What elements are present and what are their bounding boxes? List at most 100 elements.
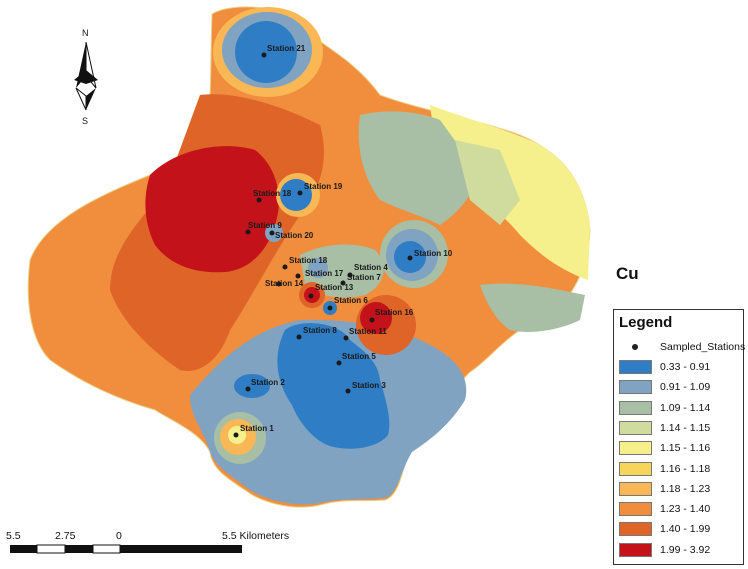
legend-item-class: 0.33 - 0.91: [619, 358, 710, 376]
zone-station19-core: [280, 179, 312, 211]
scale-tick-left: 5.5: [6, 530, 21, 542]
station-point: [233, 432, 239, 438]
station-point: [261, 52, 267, 58]
station-point: [282, 264, 288, 270]
station-marker: Station 10: [407, 249, 453, 261]
legend-item-label: 1.09 - 1.14: [660, 401, 711, 414]
station-label: Station 20: [275, 231, 314, 240]
station-label: Station 3: [352, 381, 386, 390]
station-marker: Station 14: [265, 279, 304, 288]
station-marker: Station 20: [269, 230, 314, 240]
zone-east-green: [358, 111, 480, 225]
legend-item-stations: Sampled_Stations: [619, 338, 745, 356]
station-point: [276, 281, 282, 287]
legend-item-label: Sampled_Stations: [660, 341, 746, 353]
element-title: Cu: [616, 264, 639, 283]
station-label: Station 18: [253, 189, 292, 198]
zone-station2: [234, 374, 270, 398]
station-point: [340, 280, 346, 286]
station-marker: Station 18: [282, 256, 328, 270]
station-label: Station 14: [265, 279, 304, 288]
station-point: [327, 305, 333, 311]
station-marker: Station 21: [261, 44, 306, 58]
legend-swatch: [619, 522, 652, 537]
zone-central-mix: [300, 244, 384, 298]
legend-title: Legend: [619, 314, 673, 331]
legend: Legend Sampled_Stations 0.33 - 0.91 0.91 …: [613, 309, 745, 565]
station-marker: Station 2: [245, 378, 285, 392]
station-marker: Station 16: [369, 308, 414, 323]
station-label: Station 6: [334, 296, 368, 305]
station-point: [245, 386, 251, 392]
zone-east-band: [480, 283, 585, 332]
station-marker: Station 5: [336, 352, 376, 366]
legend-item-class: 1.18 - 1.23: [619, 480, 710, 498]
station-marker: Station 6: [327, 296, 368, 311]
station-label: Station 17: [305, 269, 344, 278]
station-label: Station 9: [248, 221, 282, 230]
station-point: [295, 273, 301, 279]
legend-item-class: 1.15 - 1.16: [619, 439, 710, 457]
legend-swatch: [619, 380, 652, 395]
station-label: Station 1: [240, 424, 274, 433]
legend-item-label: 1.99 - 3.92: [660, 543, 711, 556]
legend-swatch: [619, 360, 652, 374]
legend-swatch: [619, 441, 652, 456]
scale-tick-zero: 0: [116, 530, 122, 542]
station-point: [369, 317, 375, 323]
station-marker: Station 19: [297, 182, 343, 196]
legend-swatch: [619, 542, 652, 557]
station-label: Station 18: [289, 256, 328, 265]
north-label: N: [82, 28, 89, 38]
station-point: [308, 293, 314, 299]
south-label: S: [82, 116, 88, 126]
station-point: [245, 229, 251, 235]
legend-swatch: [619, 400, 652, 415]
station-point: [297, 190, 303, 196]
scale-tick-half: 2.75: [55, 530, 76, 542]
station-point: [347, 272, 353, 278]
zone-station21-core: [235, 21, 297, 83]
station-marker: Station 9: [245, 221, 282, 235]
legend-swatch: [619, 461, 652, 476]
scale-tick-right: 5.5 Kilometers: [222, 530, 290, 542]
zone-lower-core: [277, 323, 390, 449]
station-label: Station 13: [315, 283, 354, 292]
legend-item-label: 1.18 - 1.23: [660, 482, 711, 495]
station-label: Station 10: [414, 249, 453, 258]
station-label: Station 11: [349, 327, 387, 336]
station-marker: Station 11: [343, 327, 387, 341]
legend-item-class: 1.09 - 1.14: [619, 399, 710, 417]
station-point: [256, 197, 262, 203]
station-point: [269, 230, 275, 236]
legend-item-label: 0.33 - 0.91: [660, 361, 711, 373]
zone-station16-core: [360, 302, 392, 334]
legend-item-label: 1.23 - 1.40: [660, 503, 711, 516]
zone-east-lightgreen: [455, 140, 520, 225]
legend-swatch: [619, 420, 652, 435]
legend-item-class: 1.99 - 3.92: [619, 541, 710, 559]
station-label: Station 16: [375, 308, 414, 317]
legend-item-class: 1.23 - 1.40: [619, 500, 710, 518]
legend-swatch: [619, 481, 652, 496]
legend-item-class: 1.40 - 1.99: [619, 520, 710, 538]
station-marker: Station 8: [296, 326, 337, 340]
station-point: [336, 360, 342, 366]
station-point-icon: [619, 340, 652, 354]
legend-item-label: 1.40 - 1.99: [660, 523, 711, 536]
station-label: Station 7: [347, 273, 381, 282]
station-marker: Station 4: [347, 263, 388, 278]
legend-item-class: 0.91 - 1.09: [619, 378, 710, 396]
legend-swatch: [619, 502, 652, 517]
station-marker: Station 3: [345, 381, 386, 394]
zone-station18b: [308, 258, 328, 278]
station-marker: Station 13: [308, 283, 354, 299]
station-point: [296, 334, 302, 340]
legend-item-class: 1.14 - 1.15: [619, 419, 710, 437]
station-point: [343, 335, 349, 341]
north-arrow-icon: N S: [74, 28, 98, 126]
station-label: Station 21: [267, 44, 306, 53]
zone-west-red: [145, 146, 279, 273]
